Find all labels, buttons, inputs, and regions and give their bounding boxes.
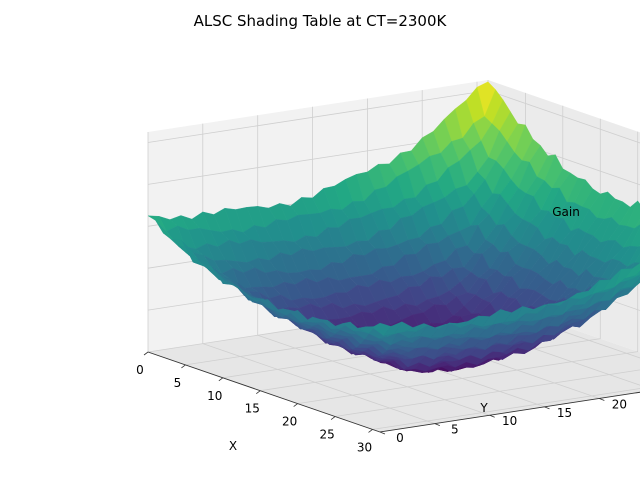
y-tick-mark bbox=[434, 423, 440, 426]
surface-quad bbox=[638, 244, 640, 248]
y-tick-mark bbox=[379, 431, 386, 435]
y-axis-label: Y bbox=[479, 401, 488, 415]
y-tick-label: 0 bbox=[396, 431, 404, 445]
y-tick-mark bbox=[489, 414, 495, 418]
x-tick-mark bbox=[293, 403, 298, 407]
x-tick-label: 5 bbox=[174, 376, 182, 390]
x-tick-label: 25 bbox=[319, 428, 334, 442]
x-gridline bbox=[335, 369, 640, 417]
x-axis-line bbox=[147, 351, 381, 433]
y-tick-label: 15 bbox=[557, 406, 572, 420]
chart-title: ALSC Shading Table at CT=2300K bbox=[194, 12, 448, 30]
y-axis-line bbox=[379, 391, 640, 433]
x-gridline bbox=[372, 388, 640, 430]
surface-mesh bbox=[147, 81, 640, 373]
y-gridline bbox=[202, 123, 435, 424]
x-tick-mark bbox=[330, 416, 336, 420]
x-tick-label: 15 bbox=[245, 402, 260, 416]
y-tick-label: 10 bbox=[502, 414, 517, 428]
ticks: 0510152025300510152025301.021.041.061.08… bbox=[136, 351, 627, 454]
x-tick-mark bbox=[181, 364, 186, 369]
x-tick-label: 20 bbox=[282, 415, 297, 429]
x-axis-label: X bbox=[229, 439, 237, 453]
y-tick-label: 20 bbox=[612, 398, 627, 412]
surface-quad bbox=[372, 322, 392, 336]
x-tick-label: 10 bbox=[207, 389, 222, 403]
x-tick-label: 0 bbox=[136, 363, 144, 377]
x-gridline bbox=[260, 118, 601, 392]
z-axis-label: Gain bbox=[552, 205, 580, 219]
x-tick-mark bbox=[256, 390, 261, 395]
x-tick-mark bbox=[368, 429, 373, 433]
y-tick-mark bbox=[544, 406, 550, 410]
y-tick-label: 5 bbox=[451, 423, 459, 437]
pane-edges bbox=[147, 351, 640, 433]
y-gridline bbox=[257, 115, 490, 416]
x-tick-mark bbox=[218, 377, 224, 382]
x-tick-mark bbox=[143, 351, 149, 356]
y-tick-mark bbox=[599, 398, 605, 401]
x-tick-label: 30 bbox=[357, 440, 372, 454]
